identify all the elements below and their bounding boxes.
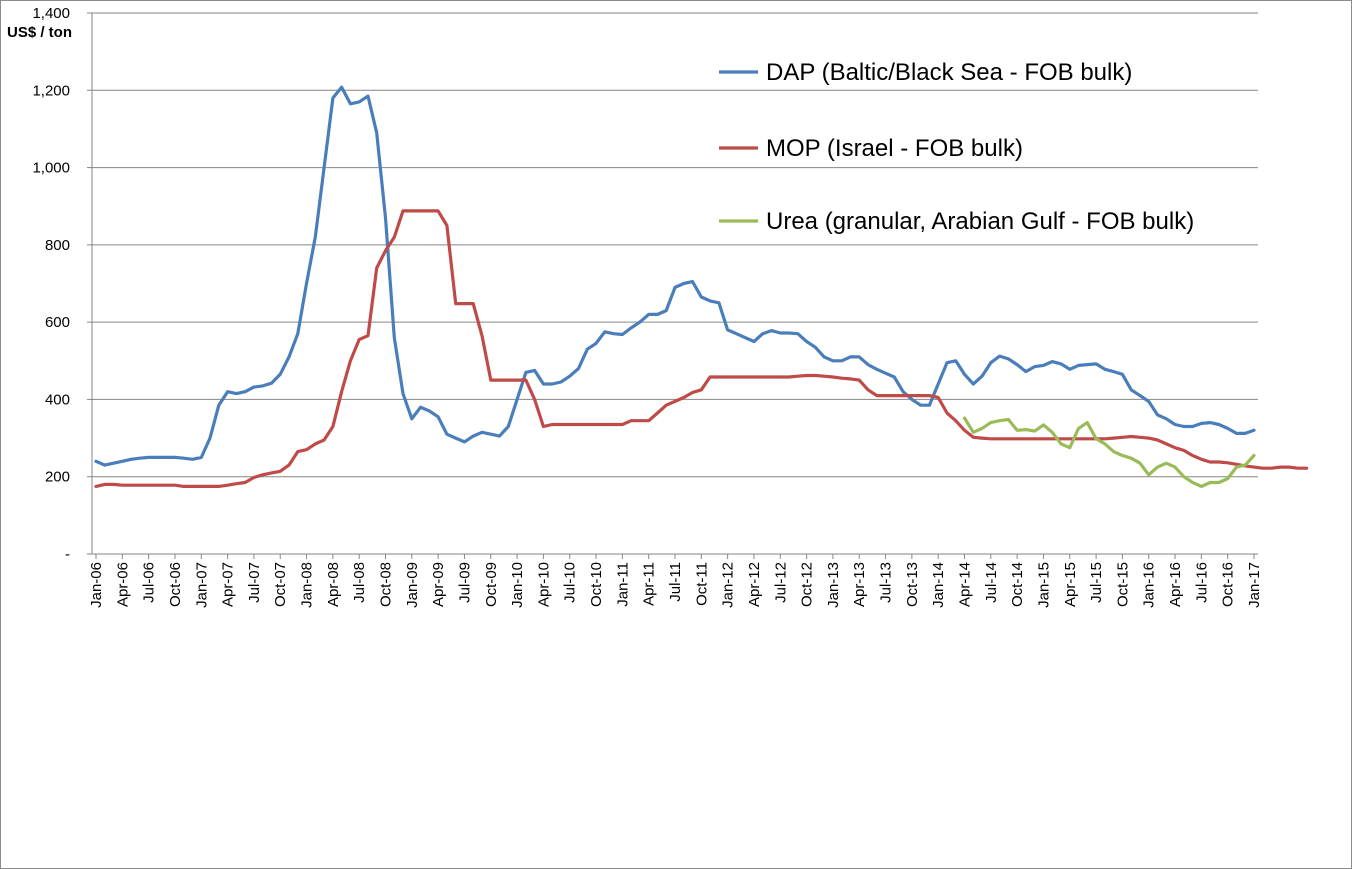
legend: DAP (Baltic/Black Sea - FOB bulk) MOP (Is…	[719, 59, 1194, 235]
x-tick-label: Apr-06	[114, 562, 131, 607]
x-tick-label: Apr-15	[1062, 562, 1079, 607]
x-tick-label: Oct-16	[1220, 562, 1237, 607]
series-line-0	[94, 85, 1256, 467]
legend-label: MOP (Israel - FOB bulk)	[766, 135, 1023, 162]
x-tick-label: Apr-10	[535, 562, 552, 607]
x-tick-label: Apr-11	[641, 562, 658, 606]
x-tick-label: Apr-16	[1167, 562, 1184, 607]
x-tick-label: Jul-11	[667, 562, 684, 602]
legend-label: DAP (Baltic/Black Sea - FOB bulk)	[766, 59, 1132, 86]
x-tick-label: Jul-15	[1088, 562, 1105, 603]
x-tick-label: Jul-13	[878, 562, 895, 603]
x-tick-label: Jan-09	[404, 562, 421, 608]
y-tick-label: 400	[45, 391, 70, 408]
x-tick-label: Jul-16	[1193, 562, 1210, 603]
y-tick-label: 800	[45, 237, 70, 254]
x-tick-label: Jan-13	[825, 562, 842, 608]
x-tick-label: Apr-14	[957, 562, 974, 607]
x-tick-label: Jan-06	[88, 562, 105, 608]
x-tick-label: Apr-12	[746, 562, 763, 607]
x-tick-label: Jan-11	[614, 562, 631, 607]
y-axis-unit-label: US$ / ton	[7, 24, 72, 41]
x-tick-label: Oct-07	[272, 562, 289, 607]
y-tick-label: 1,000	[32, 160, 70, 177]
x-tick-label: Oct-11	[693, 562, 710, 606]
x-tick-label: Apr-09	[430, 562, 447, 607]
y-tick-label: 1,200	[32, 82, 70, 99]
gridlines	[87, 12, 1258, 559]
y-tick-label: -	[65, 546, 70, 563]
x-tick-label: Jul-06	[141, 562, 158, 603]
x-tick-label: Jan-08	[299, 562, 316, 608]
x-tick-label: Jul-08	[351, 562, 368, 603]
x-tick-label: Jan-14	[930, 562, 947, 608]
y-tick-labels: - 200 400 600 800 1,000 1,200 1,400	[32, 5, 70, 563]
series-lines	[94, 85, 1309, 488]
y-tick-label: 200	[45, 469, 70, 486]
x-tick-label: Oct-08	[378, 562, 395, 607]
x-tick-label: Jan-12	[720, 562, 737, 608]
x-tick-label: Apr-07	[220, 562, 237, 607]
x-tick-label: Jul-14	[983, 562, 1000, 603]
x-tick-label: Jan-15	[1035, 562, 1052, 608]
x-tick-label: Jul-10	[562, 562, 579, 603]
x-tick-label: Jul-09	[456, 562, 473, 603]
x-tick-label: Jul-12	[772, 562, 789, 603]
x-tick-label: Jul-07	[246, 562, 263, 603]
x-tick-label: Oct-09	[483, 562, 500, 607]
x-tick-label: Apr-13	[851, 562, 868, 607]
series-line-2	[962, 416, 1256, 488]
legend-label: Urea (granular, Arabian Gulf - FOB bulk)	[766, 208, 1194, 235]
x-tick-label: Jan-17	[1246, 562, 1263, 608]
x-tick-label: Oct-10	[588, 562, 605, 607]
x-tick-label: Jan-16	[1141, 562, 1158, 608]
x-tick-label: Oct-15	[1114, 562, 1131, 607]
x-tick-label: Jan-10	[509, 562, 526, 608]
y-tick-label: 1,400	[32, 5, 70, 22]
x-tick-label: Oct-14	[1009, 562, 1026, 607]
x-tick-label: Oct-06	[167, 562, 184, 607]
axes	[91, 13, 1258, 555]
series-line-1	[94, 209, 1309, 488]
x-tick-label: Jan-07	[193, 562, 210, 608]
x-tick-label: Oct-12	[799, 562, 816, 607]
y-tick-label: 600	[45, 314, 70, 331]
x-tick-label: Oct-13	[904, 562, 921, 607]
x-tick-label: Apr-08	[325, 562, 342, 607]
x-tick-labels: Jan-06 Apr-06 Jul-06 Oct-06 Jan-07 Apr-07 Jul-…	[88, 562, 1263, 608]
